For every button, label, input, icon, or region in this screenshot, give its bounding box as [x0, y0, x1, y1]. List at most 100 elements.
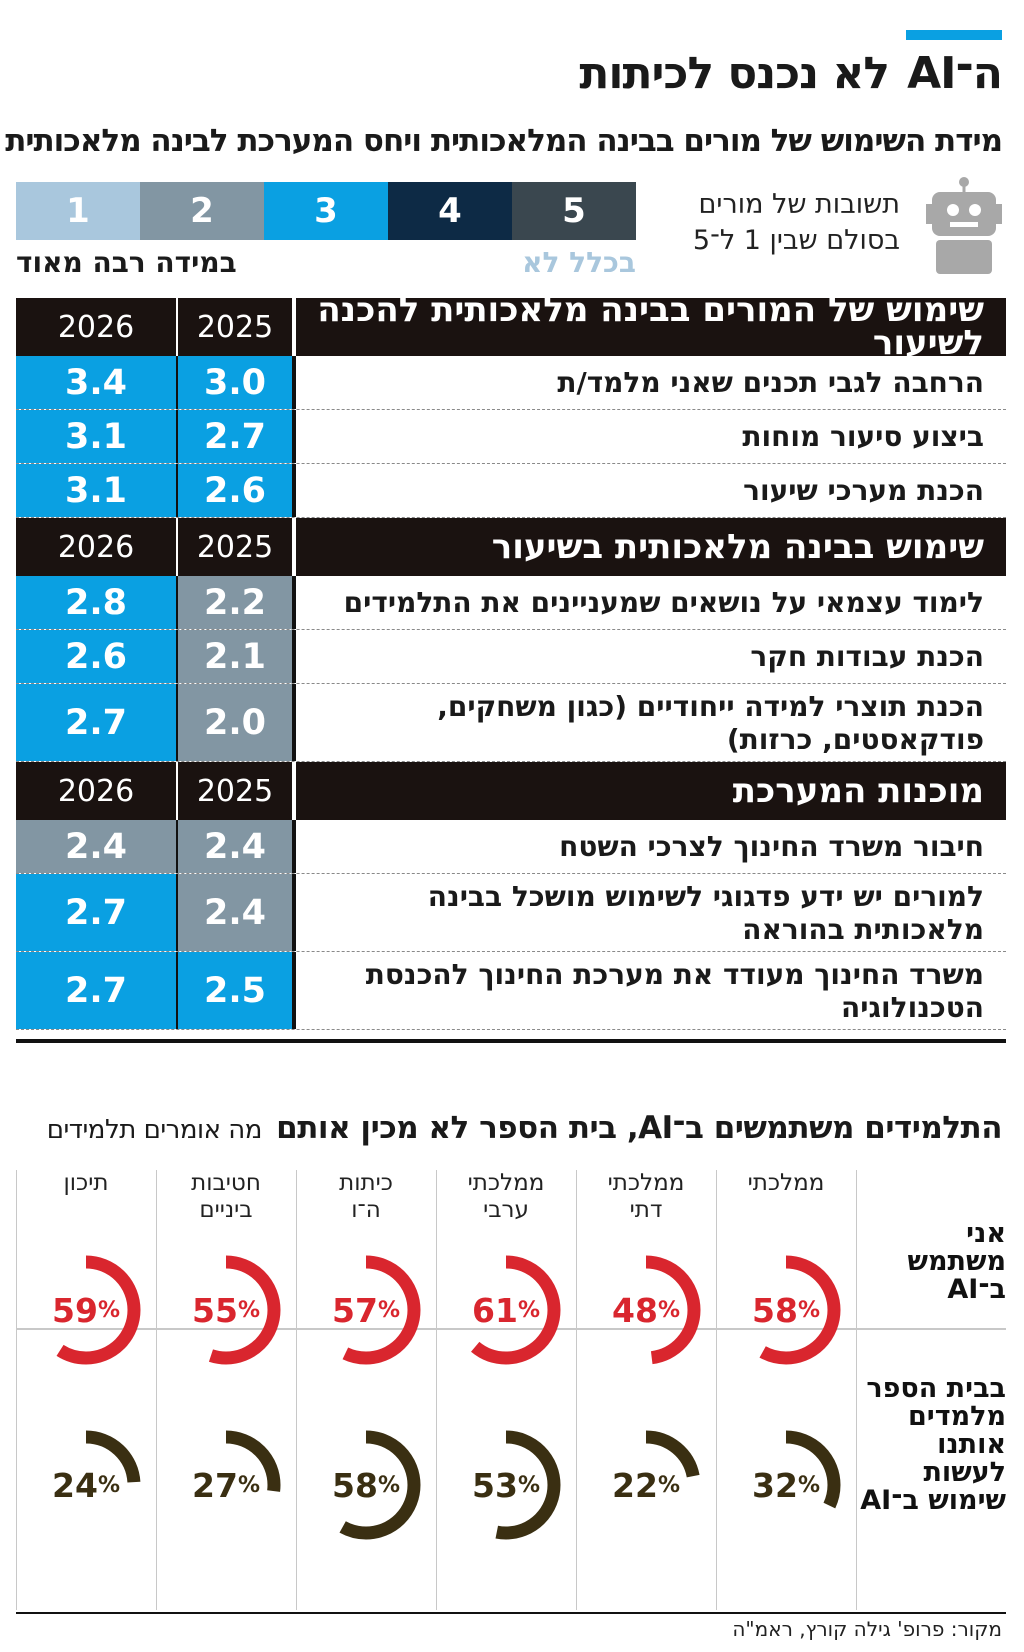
percent-label: 53% — [472, 1465, 540, 1505]
column-header-2025: 2025 — [176, 298, 296, 356]
percent-label: 32% — [752, 1465, 820, 1505]
value-2025: 2.4 — [176, 874, 296, 951]
row-label: הכנת עבודות חקר — [296, 630, 1006, 683]
scale-cell-5: 5 — [512, 182, 636, 240]
scale-label-low: בכלל לא — [522, 246, 636, 279]
scores-table: 2026 2025 שימוש של המורים בבינה מלאכותית ל… — [16, 293, 1006, 1030]
percent-arc — [591, 1255, 701, 1365]
percent-ring: 58% — [306, 1425, 426, 1545]
value-2025: 2.6 — [176, 464, 296, 517]
legend-note: תשובות של מורים בסולם שבין 1 ל־5 — [650, 187, 900, 259]
title-ai: ה־AI — [907, 48, 1003, 99]
scale-cell-3: 3 — [264, 182, 388, 240]
column-header-2026: 2026 — [16, 518, 176, 576]
percent-ring: 59% — [26, 1250, 146, 1370]
percent-label: 27% — [192, 1465, 260, 1505]
percent-label: 24% — [52, 1465, 120, 1505]
percent-label: 55% — [192, 1290, 260, 1330]
scale-label-high: במידה רבה מאוד — [16, 246, 237, 279]
percent-ring: 48% — [586, 1250, 706, 1370]
table-row: 2.8 2.2 לימוד עצמאי על נושאים שמעניינים את… — [16, 576, 1006, 630]
category-header: חטיבות ביניים — [191, 1170, 261, 1223]
value-2026: 2.7 — [16, 952, 176, 1029]
table-row: 2.7 2.0 הכנת תוצרי למידה ייחודיים (כגון מש… — [16, 684, 1006, 762]
scale-cell-2: 2 — [140, 182, 264, 240]
value-2025: 2.0 — [176, 684, 296, 761]
percent-label: 61% — [472, 1290, 540, 1330]
percent-arc — [451, 1430, 561, 1540]
category-header: ממלכתי — [747, 1170, 825, 1196]
percent-ring: 55% — [166, 1250, 286, 1370]
percent-arc — [311, 1255, 421, 1365]
column-header-2026: 2026 — [16, 298, 176, 356]
percent-label: 58% — [752, 1290, 820, 1330]
category-header: כיתות ה־ו — [339, 1170, 393, 1223]
percent-label: 59% — [52, 1290, 120, 1330]
column-header-2025: 2025 — [176, 518, 296, 576]
title-rest: לא נכנס לכיתות — [579, 48, 890, 99]
percent-arc — [31, 1255, 141, 1365]
percent-arc — [731, 1430, 841, 1540]
row-label: לימוד עצמאי על נושאים שמעניינים את התלמי… — [296, 576, 1006, 629]
column-divider — [436, 1170, 437, 1610]
value-2026: 3.1 — [16, 464, 176, 517]
accent-bar — [906, 30, 1002, 40]
series-label: אני משתמש ב־AI — [907, 1218, 1006, 1305]
percent-arc — [591, 1430, 701, 1540]
students-ring-grid: ממלכתי ממלכתי דתי ממלכתי ערבי כיתות ה־ו חטיבות ב… — [16, 1170, 1006, 1610]
column-divider — [156, 1170, 157, 1610]
table-row: 2.4 2.4 חיבור משרד החינוך לצרכי השטח — [16, 820, 1006, 874]
column-header-2026: 2026 — [16, 762, 176, 820]
value-2026: 2.7 — [16, 874, 176, 951]
section-header: 2026 2025 שימוש של המורים בבינה מלאכותית ל… — [16, 293, 1006, 360]
section-header: 2026 2025 שימוש בבינה מלאכותית בשיעור — [16, 518, 1006, 576]
section-title: שימוש של המורים בבינה מלאכותית להכנה לשי… — [296, 293, 1006, 360]
value-2026: 2.8 — [16, 576, 176, 629]
category-header: ממלכתי ערבי — [467, 1170, 545, 1223]
percent-label: 58% — [332, 1465, 400, 1505]
table-row: 2.7 2.5 משרד החינוך מעודד את מערכת החינוך … — [16, 952, 1006, 1030]
percent-ring: 32% — [726, 1425, 846, 1545]
percent-ring: 53% — [446, 1425, 566, 1545]
legend-note-line1: תשובות של מורים — [698, 189, 900, 220]
main-title: ה־AI לא נכנס לכיתות — [579, 48, 1003, 99]
row-label: הרחבה לגבי תכנים שאני מלמד/ת — [296, 356, 1006, 409]
column-divider — [16, 1170, 17, 1610]
value-2025: 2.1 — [176, 630, 296, 683]
percent-label: 22% — [612, 1465, 680, 1505]
row-divider — [16, 1328, 1006, 1330]
section-title: שימוש בבינה מלאכותית בשיעור — [296, 518, 1006, 576]
table-bottom-rule — [16, 1039, 1006, 1043]
scale-cell-1: 1 — [16, 182, 140, 240]
bottom-rule — [16, 1612, 1006, 1614]
percent-arc — [731, 1255, 841, 1365]
percent-label: 48% — [612, 1290, 680, 1330]
row-label: הכנת תוצרי למידה ייחודיים (כגון משחקים, … — [296, 684, 1006, 761]
value-2025: 2.4 — [176, 820, 296, 873]
percent-ring: 57% — [306, 1250, 426, 1370]
table-row: 2.6 2.1 הכנת עבודות חקר — [16, 630, 1006, 684]
scale-cell-4: 4 — [388, 182, 512, 240]
row-label: למורים יש ידע פדגוגי לשימוש מושכל בבינה … — [296, 874, 1006, 951]
column-divider — [576, 1170, 577, 1610]
table-row: 3.1 2.6 הכנת מערכי שיעור — [16, 464, 1006, 518]
percent-ring: 27% — [166, 1425, 286, 1545]
section-header: 2026 2025 מוכנות המערכת — [16, 762, 1006, 820]
value-2026: 3.4 — [16, 356, 176, 409]
percent-arc — [171, 1255, 281, 1365]
percent-arc — [171, 1430, 281, 1540]
value-2026: 3.1 — [16, 410, 176, 463]
percent-arc — [311, 1430, 421, 1540]
category-header: תיכון — [63, 1170, 109, 1196]
robot-icon — [926, 177, 1002, 274]
percent-ring: 58% — [726, 1250, 846, 1370]
row-label: ביצוע סיעור מוחות — [296, 410, 1006, 463]
category-header: ממלכתי דתי — [607, 1170, 685, 1223]
section-title: מוכנות המערכת — [296, 762, 1006, 820]
percent-ring: 24% — [26, 1425, 146, 1545]
row-label: חיבור משרד החינוך לצרכי השטח — [296, 820, 1006, 873]
value-2026: 2.6 — [16, 630, 176, 683]
row-label: הכנת מערכי שיעור — [296, 464, 1006, 517]
value-2025: 2.7 — [176, 410, 296, 463]
